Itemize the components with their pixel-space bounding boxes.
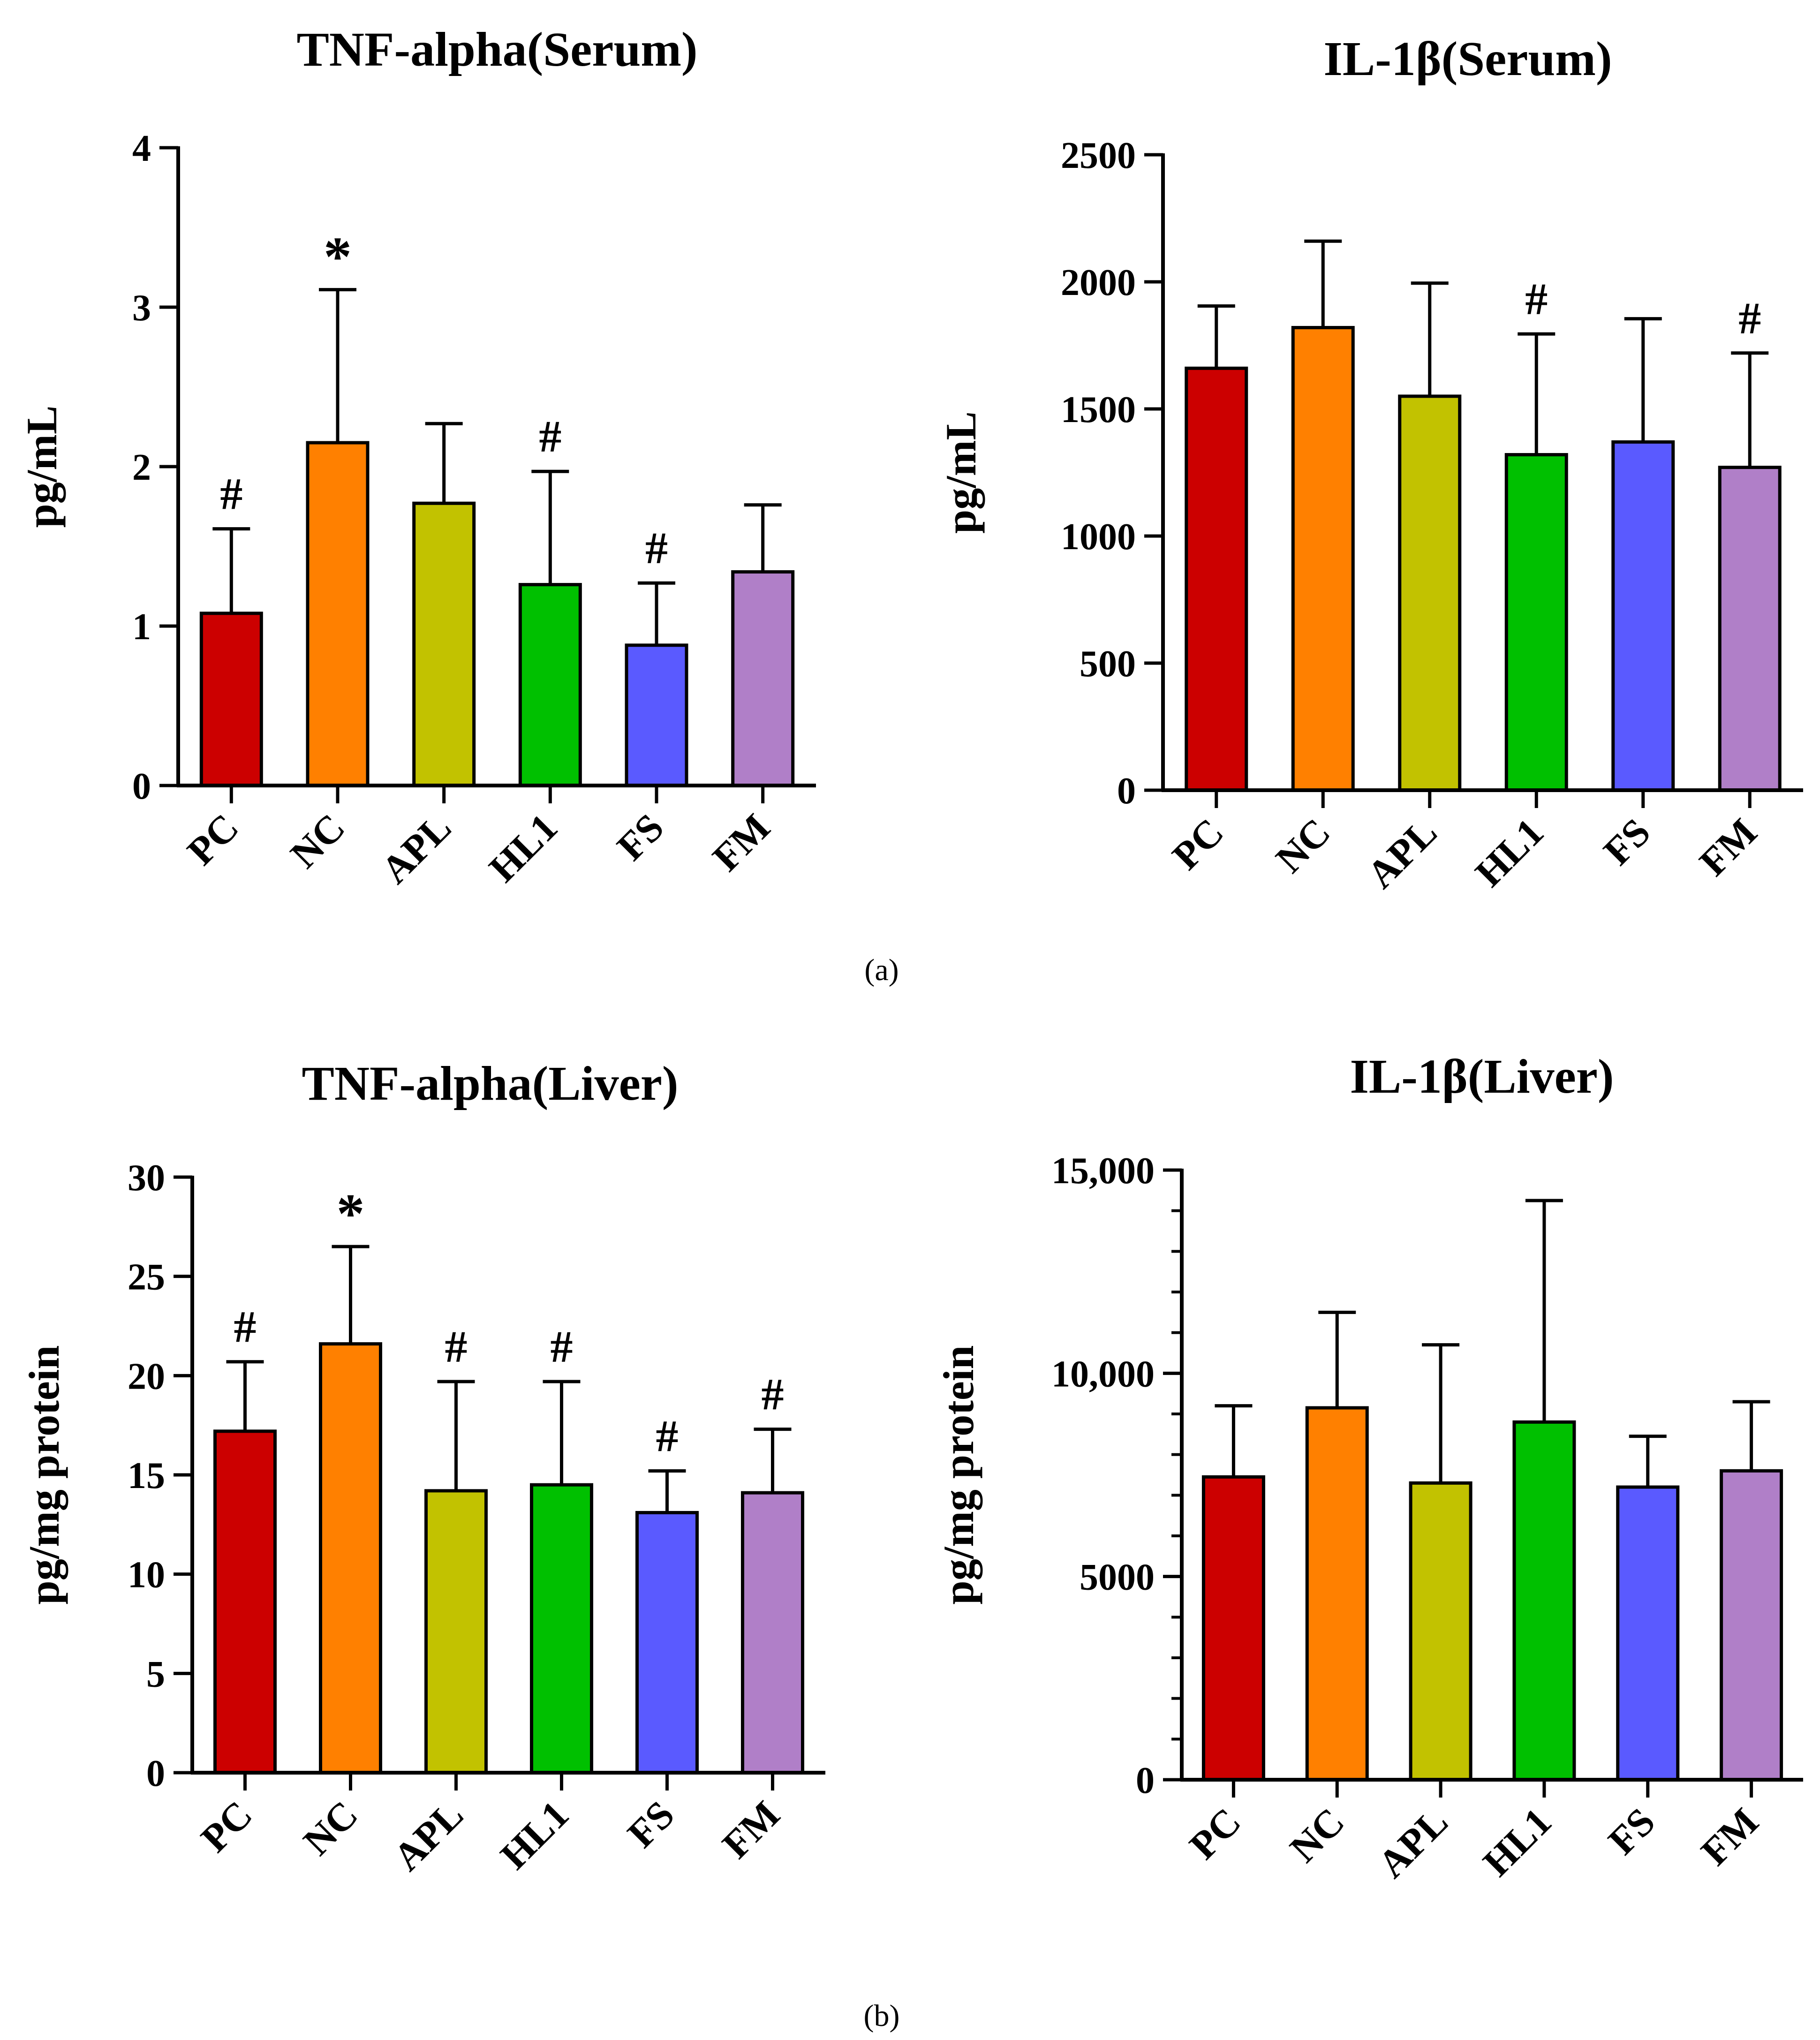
significance-hash: # xyxy=(445,1322,468,1372)
bar-hl1 xyxy=(1504,453,1568,792)
x-tick-label: FS xyxy=(1600,1800,1663,1863)
x-tick-label: HL1 xyxy=(481,806,566,891)
chart-title: IL-1β(Liver) xyxy=(1350,1050,1614,1103)
chart-title: IL-1β(Serum) xyxy=(1323,32,1612,86)
panel-label-b: (b) xyxy=(864,1999,900,2033)
x-tick-label: NC xyxy=(1282,1800,1353,1871)
y-axis-label: pg/mg protein xyxy=(20,1345,68,1605)
x-tick-label: FS xyxy=(1595,810,1659,874)
significance-hash: # xyxy=(220,469,242,519)
y-tick-label: 0 xyxy=(146,1753,165,1794)
significance-star: * xyxy=(337,1182,365,1245)
y-tick-label: 0 xyxy=(132,766,151,807)
bar-nc xyxy=(1305,1406,1369,1782)
y-tick-label: 1 xyxy=(132,606,151,648)
x-tick-label: PC xyxy=(193,1793,261,1861)
significance-hash: # xyxy=(234,1302,257,1352)
y-axis-label: pg/mg protein xyxy=(935,1345,982,1605)
bar-nc xyxy=(306,441,370,787)
bar-pc xyxy=(213,1429,277,1775)
y-tick-label: 5000 xyxy=(1080,1557,1155,1598)
x-tick-label: NC xyxy=(282,806,354,877)
y-tick-label: 500 xyxy=(1080,643,1136,685)
chart-title: TNF-alpha(Serum) xyxy=(296,23,697,76)
bar-fm xyxy=(1718,466,1782,792)
y-tick-label: 4 xyxy=(132,128,151,169)
y-tick-label: 0 xyxy=(1117,771,1136,812)
y-tick-label: 30 xyxy=(128,1157,165,1199)
chart-tnf-alpha-serum: TNF-alpha(Serum) pg/mL # PC * NC APL # HL1 # FS FM 0… xyxy=(18,23,816,892)
y-tick-label: 1500 xyxy=(1061,389,1136,431)
panel-label-a: (a) xyxy=(864,953,899,987)
bar-pc xyxy=(1201,1475,1265,1782)
x-tick-label: APL xyxy=(1359,810,1446,897)
bar-fs xyxy=(1611,440,1675,792)
y-tick-label: 10,000 xyxy=(1051,1353,1155,1395)
y-tick-label: 2500 xyxy=(1061,135,1136,176)
bar-hl1 xyxy=(518,583,582,787)
bar-fs xyxy=(1616,1485,1680,1782)
y-tick-label: 2 xyxy=(132,447,151,488)
bar-fs xyxy=(625,643,688,787)
x-tick-label: FM xyxy=(1693,1800,1767,1874)
x-tick-label: APL xyxy=(1370,1800,1457,1887)
significance-star: * xyxy=(324,226,352,288)
x-tick-label: FM xyxy=(714,1793,788,1867)
x-tick-label: PC xyxy=(1164,810,1232,878)
bar-hl1 xyxy=(530,1483,593,1775)
x-tick-label: HL1 xyxy=(1475,1800,1560,1885)
y-tick-label: 20 xyxy=(128,1356,165,1397)
y-tick-label: 25 xyxy=(128,1257,165,1298)
significance-hash: # xyxy=(551,1322,573,1372)
significance-hash: # xyxy=(645,523,668,573)
x-tick-label: FM xyxy=(1692,810,1766,884)
significance-hash: # xyxy=(1525,274,1548,324)
x-tick-label: PC xyxy=(1181,1800,1249,1868)
bar-apl xyxy=(1398,394,1462,792)
x-tick-label: HL1 xyxy=(492,1793,577,1878)
y-tick-label: 15 xyxy=(128,1455,165,1496)
bar-pc xyxy=(199,612,263,787)
chart-il-1b-liver: IL-1β(Liver) pg/mg protein PC NC APL HL1 FS FM 0… xyxy=(935,1050,1803,1886)
y-tick-label: 2000 xyxy=(1061,262,1136,303)
significance-hash: # xyxy=(539,411,561,461)
y-tick-label: 15,000 xyxy=(1051,1150,1155,1192)
chart-title: TNF-alpha(Liver) xyxy=(302,1057,678,1111)
bar-apl xyxy=(1409,1481,1473,1782)
significance-hash: # xyxy=(762,1369,784,1420)
bar-hl1 xyxy=(1512,1420,1576,1782)
bar-nc xyxy=(1291,326,1355,792)
bar-fs xyxy=(635,1511,699,1775)
x-tick-label: FM xyxy=(704,806,778,880)
x-tick-label: FS xyxy=(619,1793,683,1856)
y-tick-label: 1000 xyxy=(1061,516,1136,558)
y-tick-label: 10 xyxy=(128,1555,165,1596)
bar-pc xyxy=(1185,366,1248,792)
x-tick-label: FS xyxy=(609,806,672,869)
y-axis-label: pg/mL xyxy=(937,411,985,534)
y-axis-label: pg/mL xyxy=(18,406,66,528)
y-tick-label: 0 xyxy=(1136,1760,1155,1801)
x-tick-label: APL xyxy=(373,806,460,892)
significance-hash: # xyxy=(656,1411,679,1461)
bar-fm xyxy=(1720,1469,1783,1782)
x-tick-label: NC xyxy=(1268,810,1339,882)
significance-hash: # xyxy=(1738,293,1761,343)
bar-fm xyxy=(741,1491,804,1775)
x-tick-label: NC xyxy=(295,1793,366,1864)
bar-fm xyxy=(731,570,795,787)
chart-il-1b-serum: IL-1β(Serum) pg/mL PC NC APL # HL1 FS # FM 0 500 100… xyxy=(937,32,1803,897)
x-tick-label: PC xyxy=(179,806,247,874)
bar-apl xyxy=(424,1489,488,1775)
bar-nc xyxy=(319,1342,382,1775)
chart-tnf-alpha-liver: TNF-alpha(Liver) pg/mg protein # PC * NC # APL #… xyxy=(20,1057,825,1879)
x-tick-label: APL xyxy=(385,1793,472,1880)
bar-apl xyxy=(412,501,476,787)
y-tick-label: 5 xyxy=(146,1654,165,1695)
y-tick-label: 3 xyxy=(132,287,151,329)
x-tick-label: HL1 xyxy=(1467,810,1552,895)
